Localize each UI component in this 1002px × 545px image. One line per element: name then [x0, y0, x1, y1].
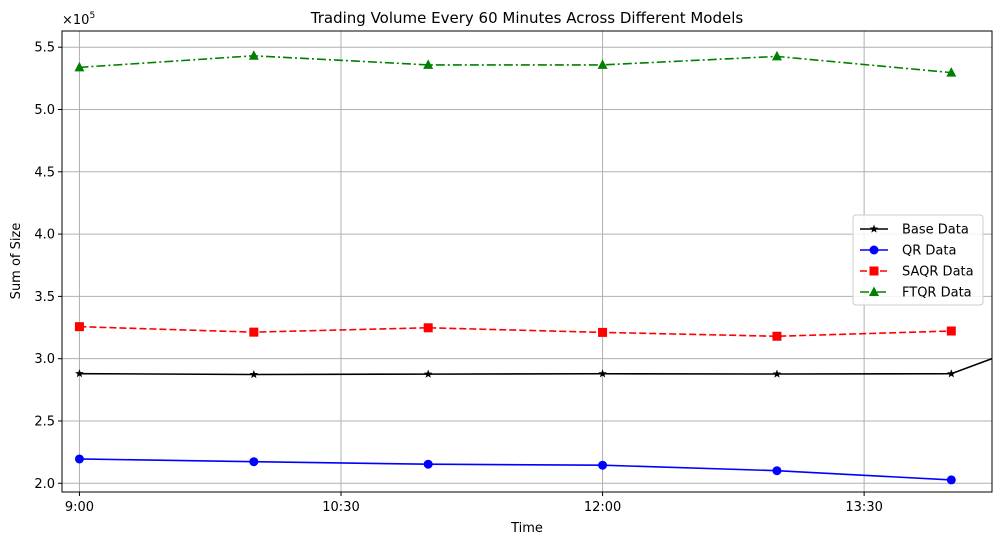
- saqr-data-point: [772, 331, 782, 341]
- base-data-point: [423, 369, 433, 378]
- ftqr-data-series: [74, 50, 957, 77]
- saqr-data-point: [598, 327, 608, 337]
- legend-marker: [869, 286, 879, 296]
- legend-item-qr-data: QR Data: [860, 244, 956, 259]
- qr-data-point: [946, 475, 956, 485]
- legend-item-saqr-data: SAQR Data: [860, 265, 974, 280]
- y-tick-label: 2.5: [34, 414, 55, 429]
- qr-data-line: [79, 458, 952, 481]
- base-data-point: [598, 369, 607, 378]
- legend-item-ftqr-data: FTQR Data: [860, 286, 972, 301]
- base-data-point: [75, 369, 84, 378]
- y-axis-ticks: 2.0 2.5 3.0 3.5 4.0 4.5 5.0 5.5: [34, 41, 62, 492]
- saqr-data-point: [249, 327, 259, 337]
- x-axis-label: Time: [510, 521, 543, 536]
- y-tick-label: 5.5: [34, 41, 55, 56]
- base-data-series: [75, 357, 993, 379]
- x-tick-label: 10:30: [322, 500, 359, 515]
- base-data-point: [947, 369, 956, 378]
- legend-item-base-data: Base Data: [860, 223, 969, 238]
- ftqr-data-point: [771, 50, 782, 61]
- y-tick-label: 5.0: [34, 103, 55, 118]
- legend-marker: [869, 224, 879, 233]
- ftqr-data-line: [79, 54, 952, 74]
- legend-marker: [869, 245, 879, 255]
- ftqr-data-point: [597, 59, 608, 69]
- legend-marker: [869, 266, 879, 276]
- legend: Base Data QR Data SAQR Data FTQR Data: [852, 214, 984, 306]
- y-tick-label: 3.0: [34, 352, 55, 367]
- saqr-data-line: [79, 325, 952, 338]
- x-tick-label: 9:00: [65, 500, 94, 515]
- ftqr-data-point: [423, 59, 434, 69]
- legend-label: Base Data: [902, 223, 969, 238]
- ftqr-data-point: [74, 61, 85, 72]
- qr-data-point: [249, 457, 259, 467]
- x-axis-ticks: 9:00 10:30 12:00 13:30: [65, 492, 883, 515]
- legend-box: [852, 214, 984, 306]
- ftqr-data-point: [946, 67, 957, 77]
- y-axis-multiplier: ×105: [62, 11, 95, 28]
- series-lines: [74, 50, 993, 485]
- base-data-point: [249, 370, 259, 379]
- ftqr-data-point: [248, 50, 259, 60]
- saqr-data-series: [74, 322, 956, 341]
- y-tick-label: 3.5: [34, 290, 55, 305]
- qr-data-point: [772, 466, 782, 476]
- base-data-point: [772, 369, 782, 378]
- y-tick-label: 4.0: [34, 228, 55, 243]
- y-tick-label: 4.5: [34, 165, 55, 180]
- saqr-data-point: [74, 322, 84, 332]
- plot-frame: [61, 30, 993, 493]
- y-tick-label: 2.0: [34, 477, 55, 492]
- saqr-data-point: [423, 323, 433, 333]
- legend-label: QR Data: [902, 244, 956, 259]
- base-data-line: [79, 357, 993, 376]
- qr-data-series: [74, 454, 956, 485]
- grid: [62, 31, 992, 492]
- legend-label: SAQR Data: [902, 265, 974, 280]
- qr-data-point: [598, 460, 608, 470]
- saqr-data-point: [946, 326, 956, 336]
- legend-label: FTQR Data: [902, 286, 972, 301]
- qr-data-point: [423, 459, 433, 469]
- chart-title: Trading Volume Every 60 Minutes Across D…: [310, 9, 744, 27]
- x-tick-label: 12:00: [584, 500, 621, 515]
- qr-data-point: [74, 454, 84, 464]
- y-axis-label: Sum of Size: [9, 223, 24, 300]
- x-tick-label: 13:30: [845, 500, 882, 515]
